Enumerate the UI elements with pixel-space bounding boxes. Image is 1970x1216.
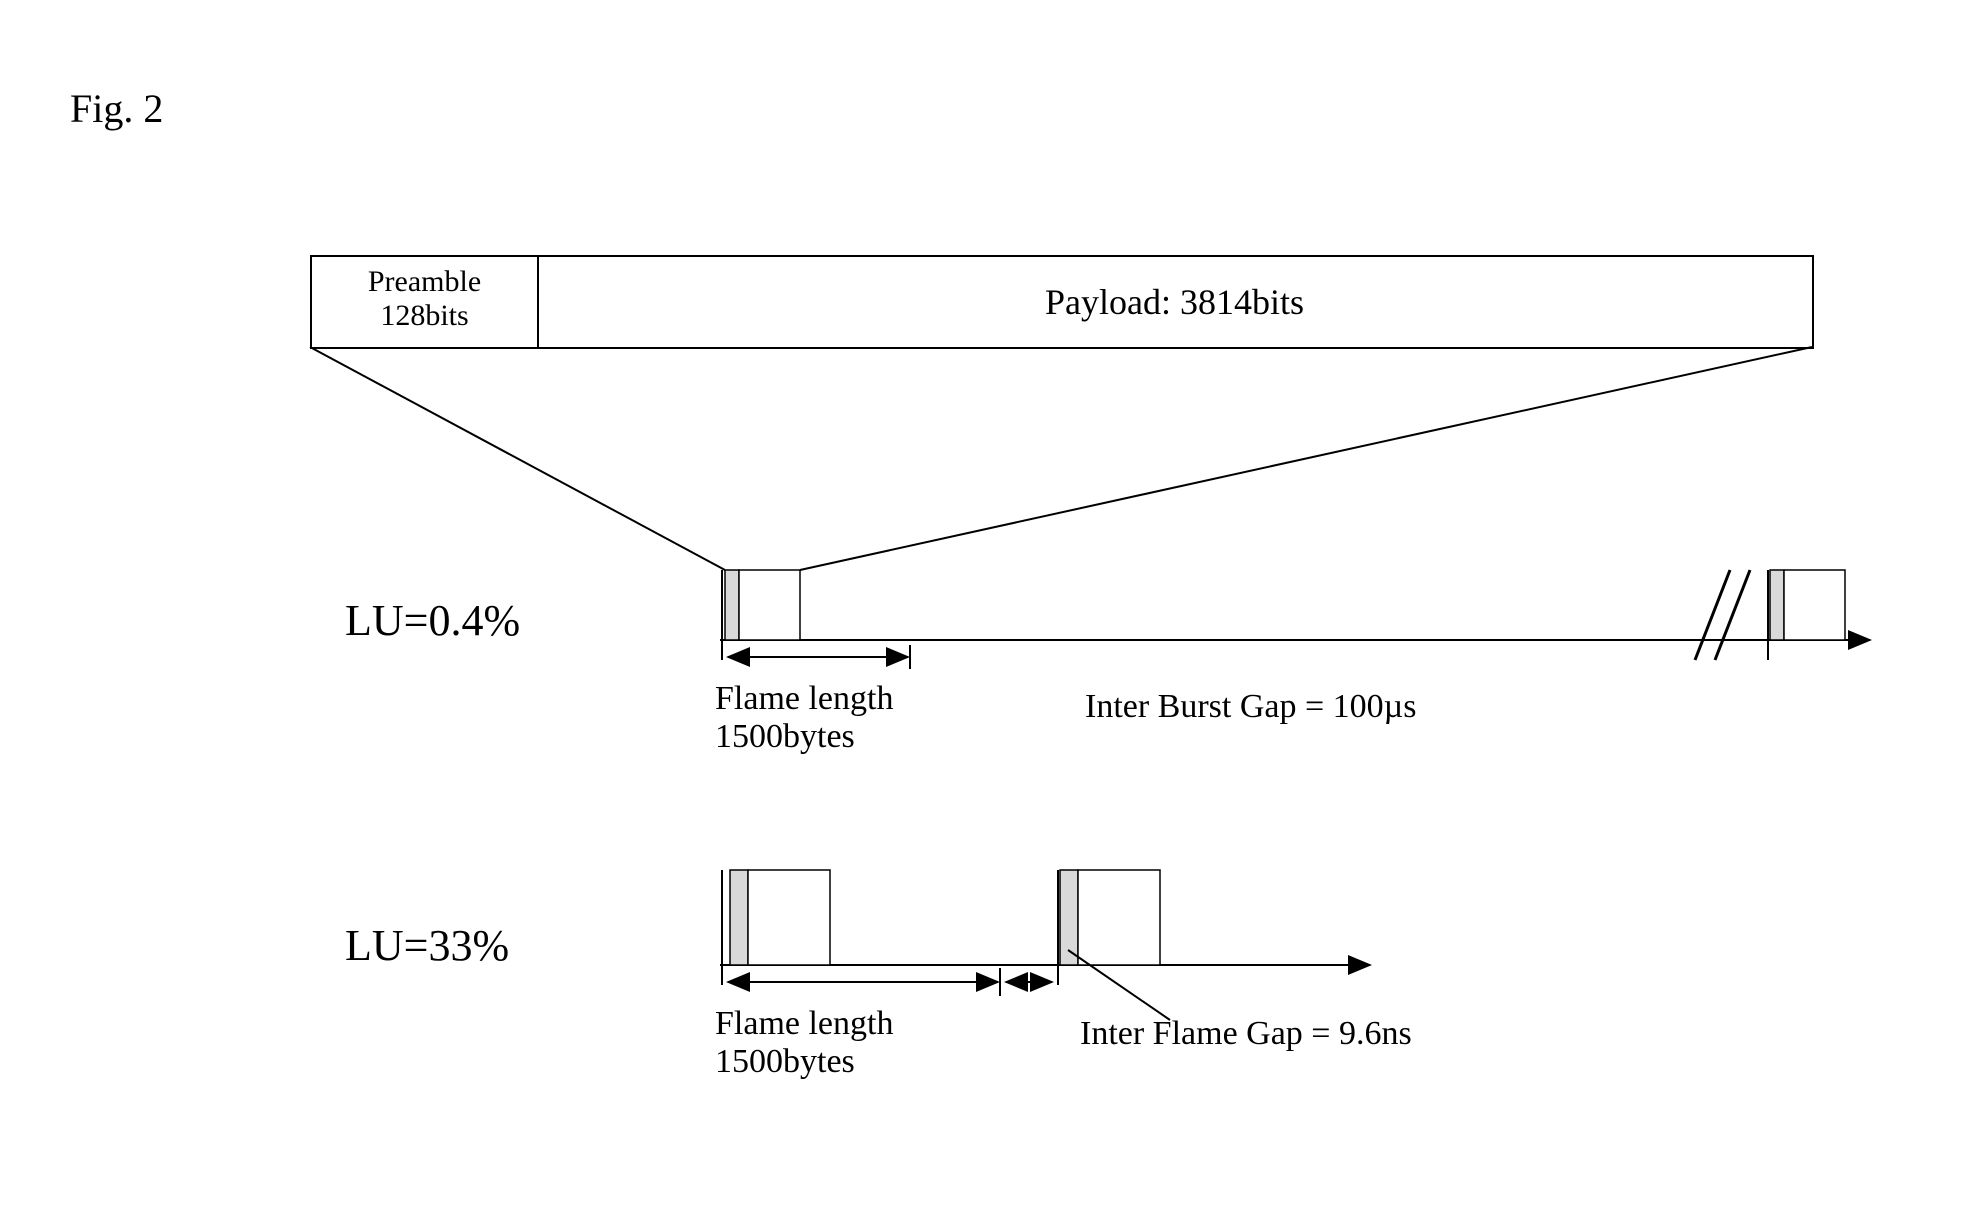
row1-break-1 [1695,570,1730,660]
row1-burst1-preamble [725,570,739,640]
figure-canvas: Fig. 2 Preamble 128bits Payload: 3814bit… [0,0,1970,1216]
diagram-svg [0,0,1970,1216]
row1-burst2-preamble [1770,570,1784,640]
row2-burst1-payload [748,870,830,965]
projection-left [310,347,725,570]
row1-burst2-payload [1784,570,1845,640]
row1-burst1-payload [739,570,800,640]
row2-burst1-preamble [730,870,748,965]
row1-break-2 [1715,570,1750,660]
projection-right [800,347,1812,570]
row2-burst2-payload [1078,870,1160,965]
